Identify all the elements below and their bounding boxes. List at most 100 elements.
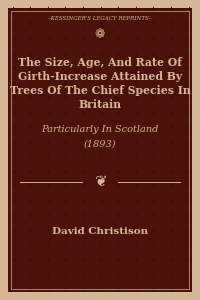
Text: ⚜: ⚜ xyxy=(61,20,68,29)
Text: ⚜: ⚜ xyxy=(132,35,139,44)
Text: ⚜: ⚜ xyxy=(9,182,15,191)
Text: ⚜: ⚜ xyxy=(97,182,103,191)
Text: ⚜: ⚜ xyxy=(26,123,33,132)
Text: ⚜: ⚜ xyxy=(9,212,15,221)
Text: ⚜: ⚜ xyxy=(185,5,191,14)
Text: ⚜: ⚜ xyxy=(97,109,103,118)
Text: ⚜: ⚜ xyxy=(149,168,156,177)
Text: ⚜: ⚜ xyxy=(26,197,33,206)
Text: ⚜: ⚜ xyxy=(132,123,139,132)
Text: ⚜: ⚜ xyxy=(167,50,174,59)
Text: ⚜: ⚜ xyxy=(167,256,174,265)
Text: ⚜: ⚜ xyxy=(167,241,174,250)
Text: ⚜: ⚜ xyxy=(114,109,121,118)
Text: ⚜: ⚜ xyxy=(114,50,121,59)
Text: ⚜: ⚜ xyxy=(9,35,15,44)
Text: ⚜: ⚜ xyxy=(44,5,51,14)
Text: ⚜: ⚜ xyxy=(132,20,139,29)
Text: ⚜: ⚜ xyxy=(132,197,139,206)
Text: ⚜: ⚜ xyxy=(44,20,51,29)
Text: Girth-Increase Attained By: Girth-Increase Attained By xyxy=(18,70,182,82)
Text: ⚜: ⚜ xyxy=(185,226,191,236)
Text: ⚜: ⚜ xyxy=(79,5,86,14)
Text: ⚜: ⚜ xyxy=(26,94,33,103)
Text: ⚜: ⚜ xyxy=(44,35,51,44)
Text: ⚜: ⚜ xyxy=(79,50,86,59)
Text: The Size, Age, And Rate Of: The Size, Age, And Rate Of xyxy=(18,56,182,68)
Text: ⚜: ⚜ xyxy=(97,138,103,147)
Text: ⚜: ⚜ xyxy=(114,20,121,29)
Text: ⚜: ⚜ xyxy=(149,241,156,250)
Text: ⚜: ⚜ xyxy=(114,123,121,132)
Text: ⚜: ⚜ xyxy=(61,256,68,265)
Text: ⚜: ⚜ xyxy=(149,20,156,29)
Text: ⚜: ⚜ xyxy=(79,153,86,162)
Text: ⚜: ⚜ xyxy=(185,212,191,221)
Text: ⚜: ⚜ xyxy=(149,256,156,265)
Text: ⚜: ⚜ xyxy=(61,64,68,74)
Text: ⚜: ⚜ xyxy=(79,64,86,74)
Text: ⚜: ⚜ xyxy=(61,226,68,236)
Text: (1893): (1893) xyxy=(84,140,116,148)
Text: ⚜: ⚜ xyxy=(79,35,86,44)
Text: ⚜: ⚜ xyxy=(97,241,103,250)
Text: ⚜: ⚜ xyxy=(167,94,174,103)
Text: ⚜: ⚜ xyxy=(185,20,191,29)
Text: ⚜: ⚜ xyxy=(44,50,51,59)
Text: ⚜: ⚜ xyxy=(97,256,103,265)
Text: ⚜: ⚜ xyxy=(44,256,51,265)
Text: ⚜: ⚜ xyxy=(97,212,103,221)
Text: ⚜: ⚜ xyxy=(26,286,33,295)
Text: ⚜: ⚜ xyxy=(44,123,51,132)
Text: Trees Of The Chief Species In: Trees Of The Chief Species In xyxy=(10,85,190,95)
Text: ⚜: ⚜ xyxy=(9,5,15,14)
Text: ⚜: ⚜ xyxy=(44,153,51,162)
Text: ⚜: ⚜ xyxy=(114,35,121,44)
Text: ❦: ❦ xyxy=(94,175,106,190)
Text: ⚜: ⚜ xyxy=(26,226,33,236)
Text: ⚜: ⚜ xyxy=(61,197,68,206)
Text: ⚜: ⚜ xyxy=(9,226,15,236)
Text: ⚜: ⚜ xyxy=(79,109,86,118)
Text: ⚜: ⚜ xyxy=(9,153,15,162)
Text: ⚜: ⚜ xyxy=(167,168,174,177)
Text: ⚜: ⚜ xyxy=(26,168,33,177)
Text: David Christison: David Christison xyxy=(52,227,148,236)
Text: ⚜: ⚜ xyxy=(149,197,156,206)
Text: ⚜: ⚜ xyxy=(167,212,174,221)
Text: ⚜: ⚜ xyxy=(114,286,121,295)
Text: ⚜: ⚜ xyxy=(79,20,86,29)
Bar xyxy=(11,11,189,289)
Text: ⚜: ⚜ xyxy=(26,256,33,265)
Text: ⚜: ⚜ xyxy=(132,212,139,221)
Text: ⚜: ⚜ xyxy=(9,286,15,295)
Text: ⚜: ⚜ xyxy=(149,226,156,236)
Text: ⚜: ⚜ xyxy=(114,226,121,236)
Text: ⚜: ⚜ xyxy=(167,197,174,206)
Text: ⚜: ⚜ xyxy=(97,94,103,103)
Text: ⚜: ⚜ xyxy=(9,109,15,118)
Text: ⚜: ⚜ xyxy=(149,286,156,295)
Text: ⚜: ⚜ xyxy=(61,138,68,147)
Text: ⚜: ⚜ xyxy=(167,153,174,162)
Text: ⚜: ⚜ xyxy=(61,168,68,177)
Text: ⚜: ⚜ xyxy=(79,226,86,236)
Text: ⚜: ⚜ xyxy=(185,64,191,74)
Text: ⚜: ⚜ xyxy=(185,197,191,206)
Text: ⚜: ⚜ xyxy=(149,138,156,147)
Text: ⚜: ⚜ xyxy=(167,64,174,74)
Text: ⚜: ⚜ xyxy=(167,35,174,44)
Text: ⚜: ⚜ xyxy=(149,109,156,118)
Text: ⚜: ⚜ xyxy=(61,79,68,88)
Text: ⚜: ⚜ xyxy=(79,197,86,206)
Text: ⚜: ⚜ xyxy=(114,64,121,74)
Text: ⚜: ⚜ xyxy=(149,212,156,221)
Text: ⚜: ⚜ xyxy=(185,35,191,44)
Text: ⚜: ⚜ xyxy=(61,182,68,191)
Text: ⚜: ⚜ xyxy=(97,226,103,236)
Text: ⚜: ⚜ xyxy=(9,256,15,265)
Text: ⚜: ⚜ xyxy=(44,212,51,221)
Text: ⚜: ⚜ xyxy=(167,123,174,132)
Text: ⚜: ⚜ xyxy=(132,153,139,162)
Text: ⚜: ⚜ xyxy=(114,182,121,191)
